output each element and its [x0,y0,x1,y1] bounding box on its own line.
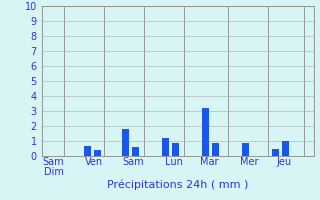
X-axis label: Précipitations 24h ( mm ): Précipitations 24h ( mm ) [107,179,248,190]
Bar [202,108,209,156]
Bar [272,148,279,156]
Bar [122,129,129,156]
Bar [212,142,220,156]
Bar [84,146,92,156]
Bar [94,150,101,156]
Bar [282,141,289,156]
Bar [132,147,140,156]
Bar [172,142,180,156]
Bar [242,142,249,156]
Bar [162,138,169,156]
